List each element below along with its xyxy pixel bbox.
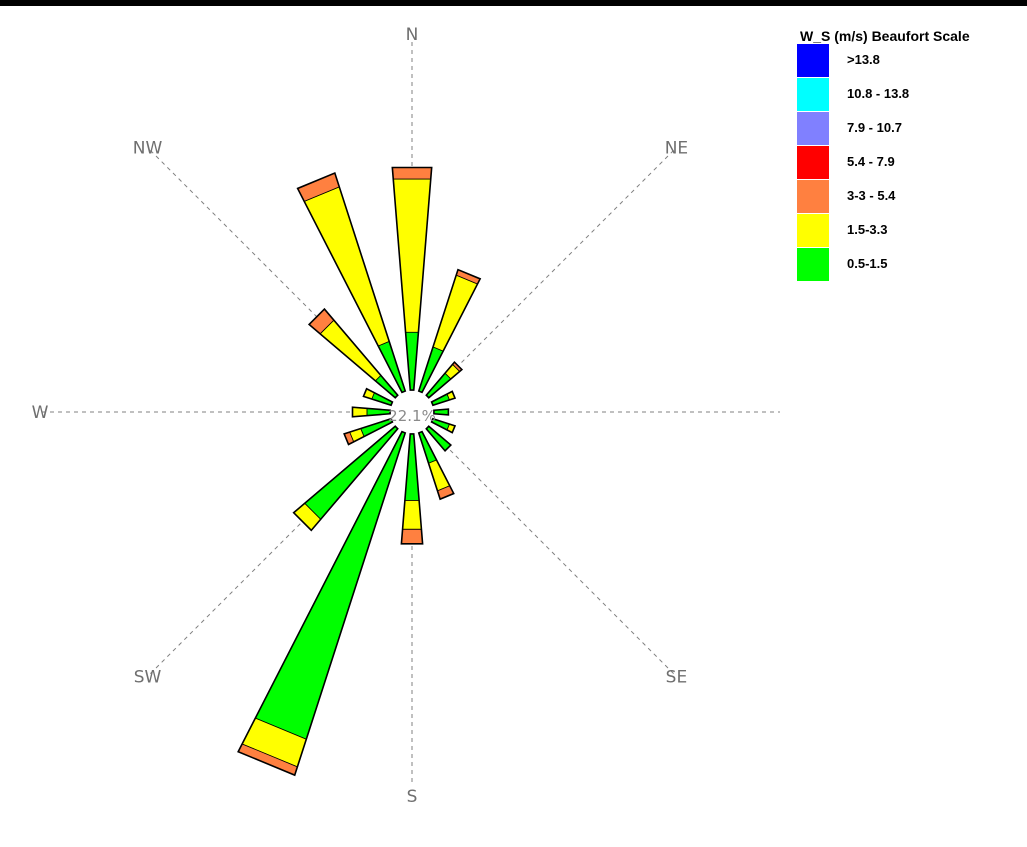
legend-swatch — [797, 248, 829, 281]
petal-outline — [430, 390, 457, 407]
petal-outline — [362, 387, 394, 407]
direction-label-n: N — [406, 25, 419, 45]
legend-label: 1.5-3.3 — [847, 222, 888, 237]
legend-swatch — [797, 112, 829, 145]
petal-outline — [425, 360, 464, 399]
axis-line-se — [427, 427, 676, 676]
legend-label: 3-3 - 5.4 — [847, 188, 896, 203]
legend-item: 0.5-1.5 — [797, 248, 1023, 282]
petal-outline — [307, 307, 399, 399]
petal-segment — [400, 528, 424, 545]
petal-outline — [433, 408, 450, 416]
legend-swatch — [797, 146, 829, 179]
petal-outline — [400, 433, 424, 545]
petal-outline — [237, 430, 407, 777]
petal-outline — [296, 171, 407, 394]
petal-outline — [292, 425, 399, 532]
petal-segment — [254, 431, 406, 740]
legend-item: >13.8 — [797, 44, 1023, 78]
direction-label-w: W — [32, 403, 49, 423]
petal-outline — [343, 417, 394, 446]
direction-label-sw: SW — [134, 667, 162, 687]
legend-label: 0.5-1.5 — [847, 256, 888, 271]
legend-swatch — [797, 180, 829, 213]
legend-item: 1.5-3.3 — [797, 214, 1023, 248]
calm-percentage-label: 22.1% — [388, 407, 436, 425]
petal-segment — [371, 392, 393, 406]
petal-outline — [430, 417, 457, 434]
wind-rose-petals — [237, 166, 482, 777]
axis-line-ne — [427, 148, 676, 397]
legend-item: 10.8 - 13.8 — [797, 78, 1023, 112]
legend-label: 10.8 - 13.8 — [847, 86, 910, 101]
direction-label-ne: NE — [665, 139, 688, 159]
petal-segment — [432, 274, 479, 352]
legend-label: 7.9 - 10.7 — [847, 120, 902, 135]
petal-outline — [351, 406, 391, 418]
legend-label: >13.8 — [847, 52, 880, 67]
direction-labels: NNEESESSWWNW — [32, 25, 689, 807]
legend-swatch — [797, 44, 829, 77]
legend-swatch — [797, 78, 829, 111]
legend-title: W_S (m/s) Beaufort Scale — [800, 28, 970, 44]
petal-outline — [417, 268, 482, 394]
petal-outline — [425, 425, 453, 453]
legend-item: 5.4 - 7.9 — [797, 146, 1023, 180]
petal-segment — [391, 167, 433, 180]
petal-segment — [402, 500, 422, 530]
legend-item: 7.9 - 10.7 — [797, 112, 1023, 146]
wind-rose-chart: NNEESESSWWNW 22.1% — [32, 25, 780, 807]
legend-swatch — [797, 214, 829, 247]
direction-label-se: SE — [666, 667, 688, 687]
petal-outline — [391, 166, 433, 391]
direction-label-s: S — [407, 787, 418, 807]
legend-item: 3-3 - 5.4 — [797, 180, 1023, 214]
direction-label-nw: NW — [133, 139, 163, 159]
legend-label: 5.4 - 7.9 — [847, 154, 895, 169]
petal-outline — [417, 430, 455, 501]
legend: W_S (m/s) Beaufort Scale >13.8 10.8 - 13… — [797, 28, 1023, 282]
top-border — [0, 0, 1027, 6]
